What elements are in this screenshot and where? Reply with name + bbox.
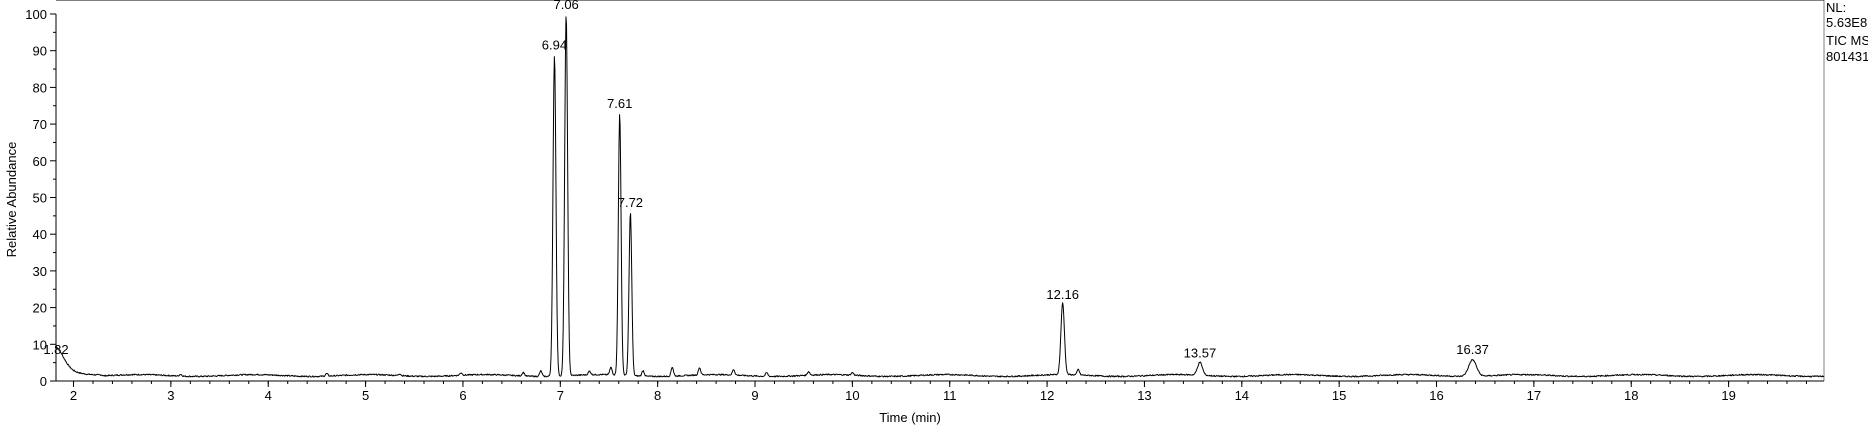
peak-label: 7.61 — [607, 96, 632, 111]
x-tick-label: 7 — [557, 388, 564, 403]
trace-layer — [55, 16, 1825, 378]
x-tick-label: 3 — [167, 388, 174, 403]
peak-label: 13.57 — [1184, 346, 1217, 361]
peak-label: 1.82 — [43, 342, 68, 357]
y-tick-label: 50 — [33, 191, 47, 206]
peak-label: 12.16 — [1046, 287, 1079, 302]
x-tick-label: 10 — [845, 388, 859, 403]
info-scan-type: TIC MS — [1826, 33, 1868, 48]
y-tick-label: 100 — [25, 7, 47, 22]
info-block: NL: 5.63E8 TIC MS 801431 — [1826, 0, 1868, 64]
x-tick-label: 8 — [654, 388, 661, 403]
peak-label: 6.94 — [542, 37, 567, 52]
y-tick-label: 60 — [33, 154, 47, 169]
x-tick-label: 2 — [70, 388, 77, 403]
x-tick-label: 18 — [1624, 388, 1638, 403]
x-tick-label: 17 — [1527, 388, 1541, 403]
y-tick-label: 0 — [40, 374, 47, 389]
x-tick-label: 6 — [459, 388, 466, 403]
y-tick-label: 30 — [33, 264, 47, 279]
y-tick-label: 40 — [33, 227, 47, 242]
x-tick-label: 16 — [1429, 388, 1443, 403]
y-ticks: 0 10 20 30 40 50 60 70 80 90 100 — [25, 7, 56, 389]
series-line-tic — [55, 16, 1825, 378]
info-nl-value: 5.63E8 — [1826, 15, 1867, 30]
peak-label: 7.72 — [618, 195, 643, 210]
info-file-id: 801431 — [1826, 49, 1868, 64]
x-axis-label: Time (min) — [879, 410, 941, 425]
x-tick-label: 4 — [265, 388, 272, 403]
axes-layer: 2 3 4 5 6 7 8 9 10 11 12 13 14 15 16 17 18 19 0 10 20 30 40 50… — [25, 0, 1825, 403]
x-tick-label: 9 — [751, 388, 758, 403]
x-tick-label: 5 — [362, 388, 369, 403]
y-tick-label: 20 — [33, 301, 47, 316]
y-tick-label: 80 — [33, 80, 47, 95]
y-axis-label: Relative Abundance — [4, 142, 19, 258]
x-ticks: 2 3 4 5 6 7 8 9 10 11 12 13 14 15 16 17 18 19 — [70, 381, 1807, 403]
info-nl-label: NL: — [1826, 0, 1846, 15]
peak-label: 16.37 — [1456, 342, 1489, 357]
y-tick-label: 10 — [33, 337, 47, 352]
x-tick-label: 14 — [1235, 388, 1249, 403]
y-tick-label: 90 — [33, 44, 47, 59]
x-tick-label: 11 — [943, 388, 957, 403]
peak-label: 7.06 — [553, 0, 578, 12]
peak-labels: 1.82 6.94 7.06 7.61 7.72 12.16 13.57 16.37 — [43, 0, 1488, 361]
x-tick-label: 12 — [1040, 388, 1054, 403]
x-tick-label: 15 — [1332, 388, 1346, 403]
y-tick-label: 70 — [33, 117, 47, 132]
x-tick-label: 13 — [1137, 388, 1151, 403]
x-tick-label: 19 — [1721, 388, 1735, 403]
